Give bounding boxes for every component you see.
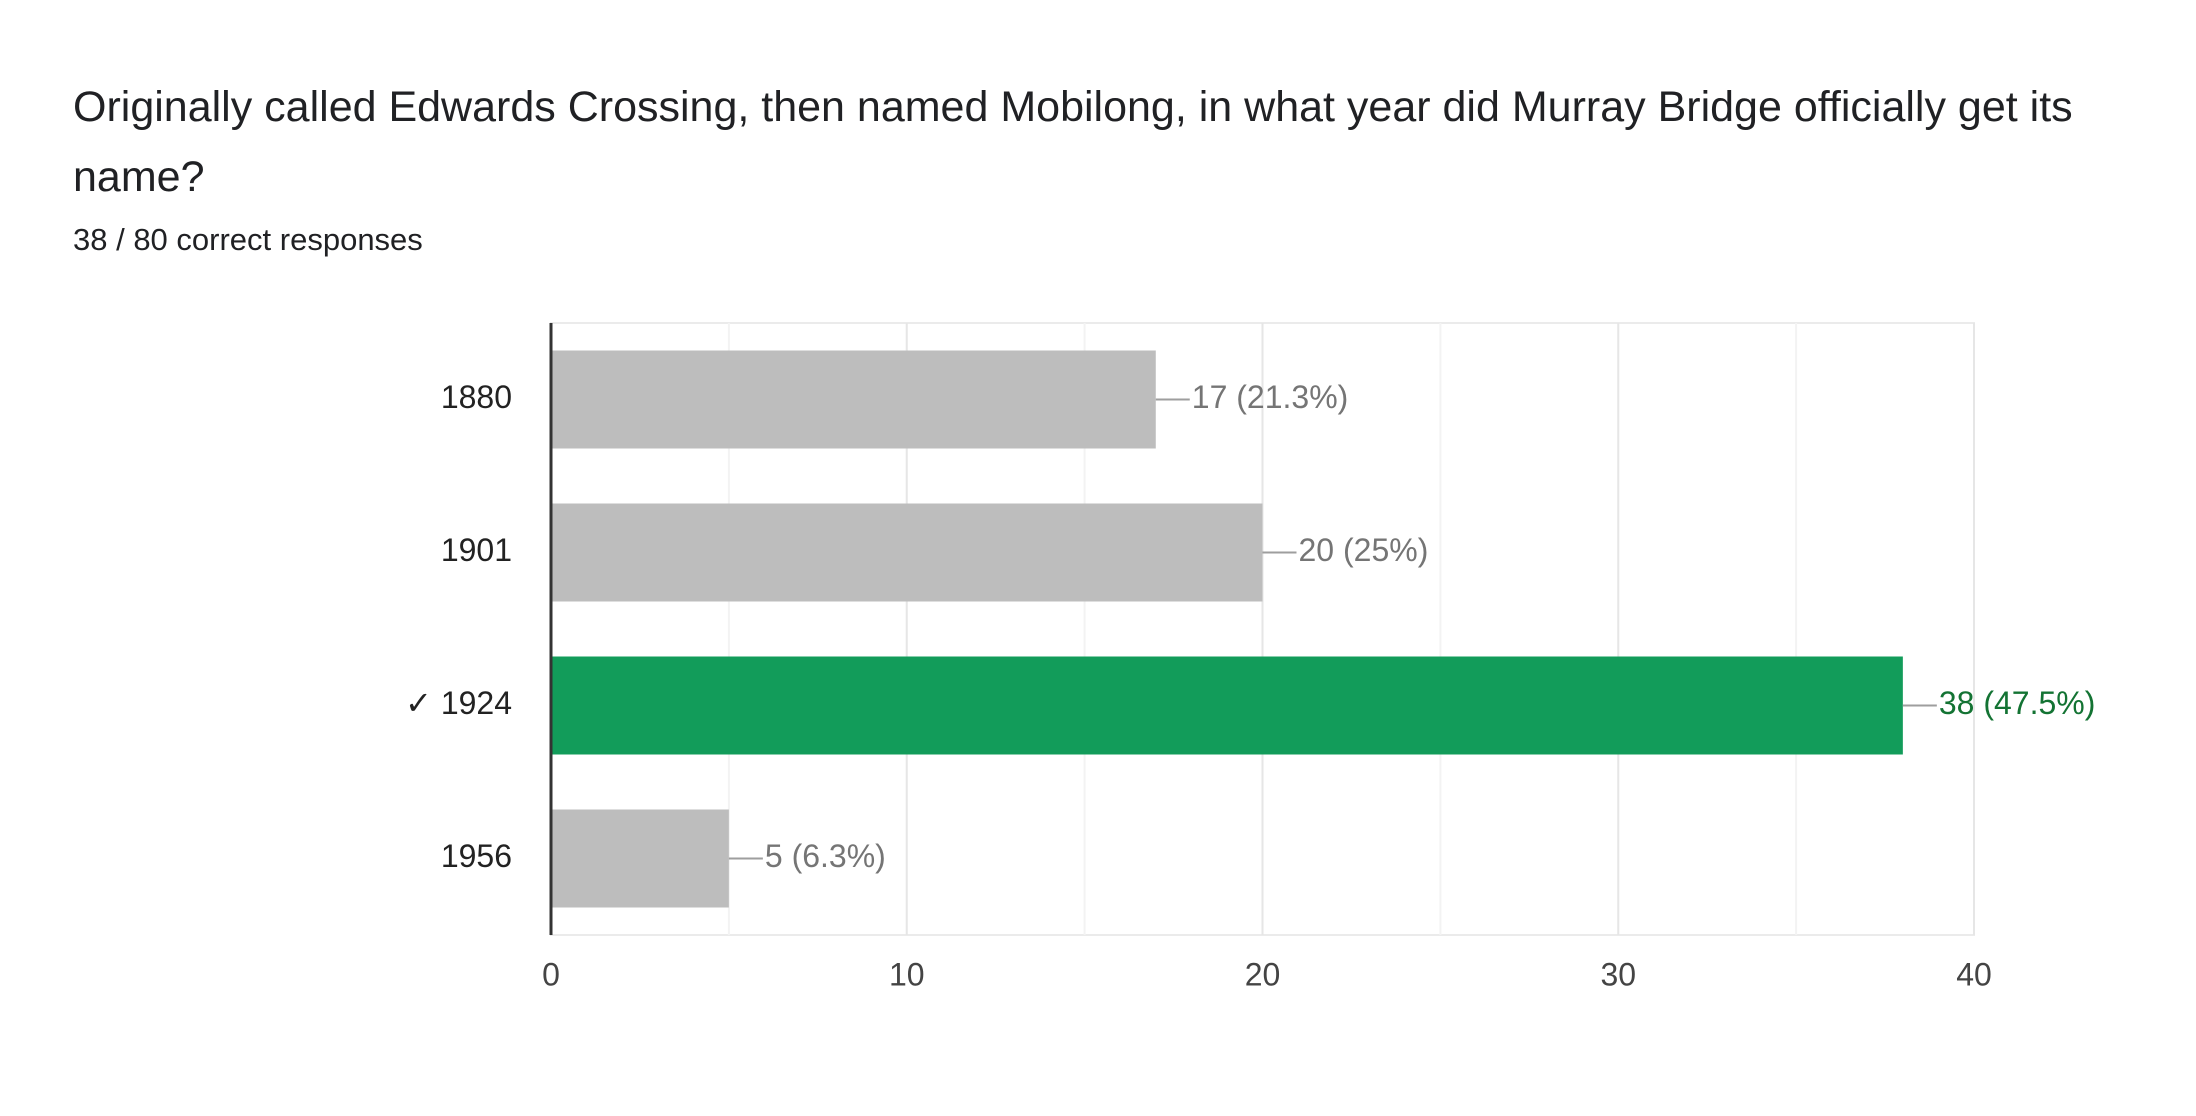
chart-subtitle: 38 / 80 correct responses (73, 222, 423, 257)
value-label: 38 (47.5%) (1939, 685, 2096, 721)
x-tick-label: 0 (542, 956, 560, 992)
value-label: 20 (25%) (1299, 532, 1429, 568)
value-label: 17 (21.3%) (1192, 379, 1349, 415)
bar (551, 656, 1903, 755)
y-tick-label: 1956 (441, 838, 512, 874)
bar (551, 809, 729, 908)
x-tick-label: 40 (1956, 956, 1992, 992)
bar (551, 503, 1263, 602)
y-tick-label: 1880 (441, 379, 512, 415)
x-tick-label: 20 (1245, 956, 1281, 992)
y-tick-label: 1901 (441, 532, 512, 568)
x-tick-label: 30 (1600, 956, 1636, 992)
value-label: 5 (6.3%) (765, 838, 886, 874)
bar (551, 350, 1156, 449)
y-tick-label: ✓ 1924 (405, 685, 512, 721)
chart-title: Originally called Edwards Crossing, then… (73, 83, 2073, 201)
x-tick-label: 10 (889, 956, 925, 992)
